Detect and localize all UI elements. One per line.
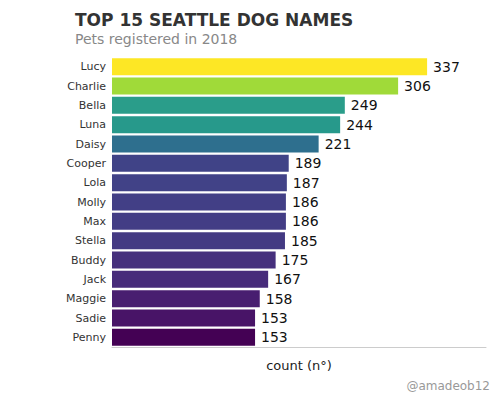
svg-text:189: 189 (295, 155, 322, 171)
svg-text:158: 158 (266, 291, 293, 307)
svg-text:Jack: Jack (83, 273, 107, 286)
svg-text:Sadie: Sadie (75, 312, 106, 325)
svg-text:337: 337 (433, 59, 460, 75)
svg-text:count (n°): count (n°) (266, 358, 332, 373)
svg-text:Luna: Luna (79, 118, 106, 131)
svg-text:Penny: Penny (73, 331, 107, 344)
svg-text:Stella: Stella (75, 234, 106, 247)
svg-text:187: 187 (293, 175, 320, 191)
svg-text:Molly: Molly (77, 196, 106, 209)
svg-text:Charlie: Charlie (67, 80, 106, 93)
svg-text:Pets registered in 2018: Pets registered in 2018 (75, 31, 237, 47)
svg-text:Cooper: Cooper (67, 157, 107, 170)
svg-text:TOP 15 SEATTLE DOG NAMES: TOP 15 SEATTLE DOG NAMES (75, 10, 353, 30)
svg-text:Lucy: Lucy (81, 60, 107, 73)
svg-text:186: 186 (292, 194, 319, 210)
svg-text:221: 221 (325, 136, 352, 152)
svg-text:153: 153 (261, 310, 288, 326)
svg-text:Maggie: Maggie (66, 292, 106, 305)
svg-text:Buddy: Buddy (71, 254, 106, 267)
svg-text:Max: Max (83, 215, 106, 228)
svg-text:Bella: Bella (79, 99, 106, 112)
svg-text:167: 167 (274, 271, 301, 287)
svg-text:249: 249 (351, 97, 378, 113)
svg-text:175: 175 (282, 252, 309, 268)
svg-text:185: 185 (291, 233, 318, 249)
svg-text:244: 244 (346, 117, 373, 133)
svg-text:@amadeob12: @amadeob12 (406, 379, 490, 393)
svg-text:186: 186 (292, 213, 319, 229)
svg-text:Lola: Lola (84, 176, 106, 189)
svg-text:153: 153 (261, 329, 288, 345)
svg-text:Daisy: Daisy (75, 138, 106, 151)
svg-text:306: 306 (404, 78, 431, 94)
